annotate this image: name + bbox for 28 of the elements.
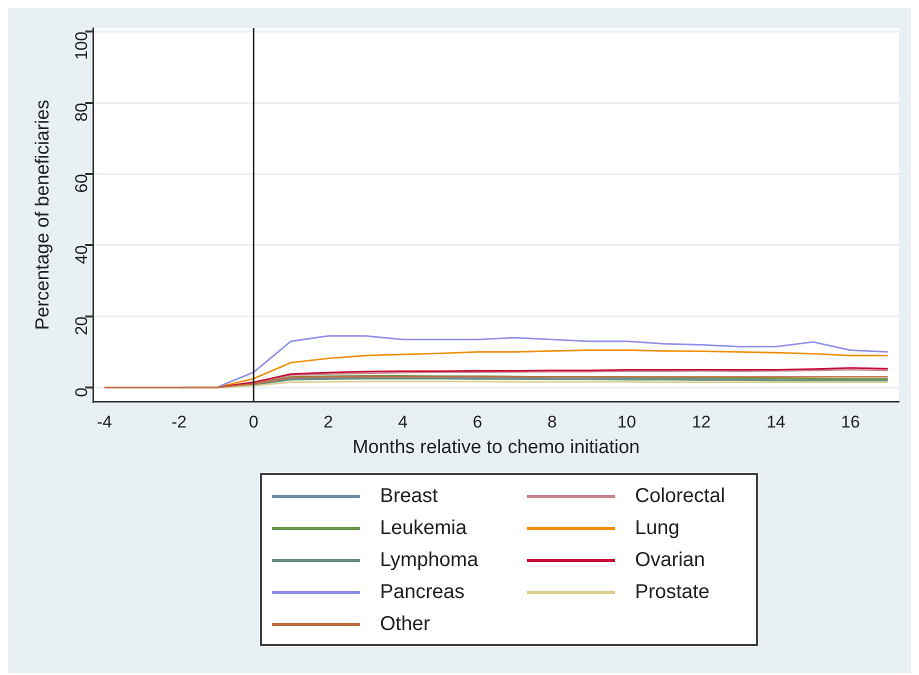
legend-label: Pancreas: [380, 581, 464, 604]
x-tick-label: 6: [472, 412, 482, 432]
y-axis-title: Percentage of beneficiaries: [32, 100, 54, 330]
x-tick-label: 0: [248, 412, 258, 432]
y-tick-label: 40: [72, 245, 91, 264]
legend-label: Other: [380, 613, 430, 636]
y-tick-label: 0: [72, 388, 91, 398]
legend-label: Leukemia: [380, 517, 467, 540]
x-tick-label: 10: [617, 412, 636, 432]
x-tick-label: 16: [841, 412, 860, 432]
y-tick-label: 20: [72, 316, 91, 336]
legend-label: Lymphoma: [380, 549, 478, 572]
legend-label: Ovarian: [635, 549, 706, 572]
legend-label: Prostate: [635, 581, 710, 604]
x-tick-label: 8: [547, 412, 557, 432]
y-tick-label: 80: [72, 102, 91, 122]
y-tick-label: 100: [72, 32, 91, 60]
legend-label: Colorectal: [635, 485, 726, 508]
legend-label: Lung: [635, 517, 680, 540]
x-tick-label: -2: [171, 412, 187, 432]
x-tick-label: 2: [323, 412, 333, 432]
x-tick-label: 14: [766, 412, 786, 432]
x-axis-title: Months relative to chemo initiation: [352, 436, 640, 458]
x-tick-label: 12: [692, 412, 711, 432]
x-tick-label: 4: [398, 412, 408, 432]
legend-label: Breast: [380, 485, 438, 508]
x-tick-label: -4: [96, 412, 112, 432]
y-tick-label: 60: [72, 174, 91, 193]
